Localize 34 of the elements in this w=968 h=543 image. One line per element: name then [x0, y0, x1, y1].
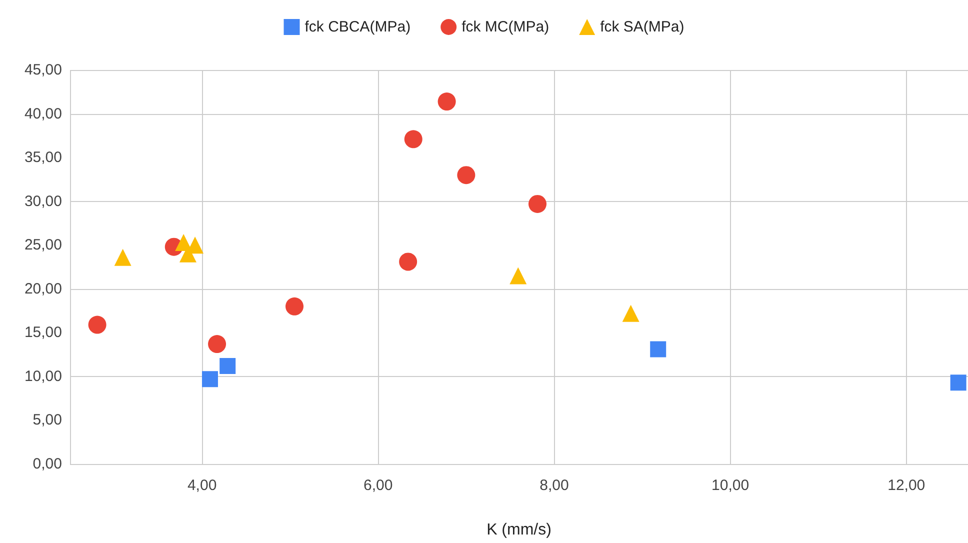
- y-tick-label: 15,00: [24, 324, 62, 342]
- point: [399, 252, 418, 271]
- point: [950, 374, 966, 391]
- legend-label: fck CBCA(MPa): [304, 18, 411, 36]
- y-tick-label: 5,00: [32, 412, 62, 429]
- point: [220, 358, 236, 374]
- x-axis-title: K (mm/s): [486, 522, 552, 538]
- point: [528, 194, 546, 213]
- y-tick-label: 20,00: [24, 280, 62, 298]
- point: [208, 335, 226, 354]
- x-tick-label: 6,00: [364, 477, 393, 494]
- y-tick-label: 0,00: [32, 456, 62, 472]
- y-tick-label: 45,00: [24, 62, 62, 78]
- x-tick-label: 4,00: [187, 477, 217, 494]
- point: [650, 341, 666, 358]
- point: [404, 130, 422, 148]
- x-tick-label: 12,00: [888, 477, 926, 494]
- point: [510, 267, 527, 284]
- point: [114, 248, 132, 266]
- legend-label: fck MC(MPa): [462, 18, 550, 36]
- point: [202, 371, 218, 388]
- point: [457, 166, 476, 184]
- y-tick-label: 35,00: [24, 149, 62, 166]
- y-tick-label: 40,00: [24, 105, 62, 122]
- point: [88, 316, 106, 334]
- point: [286, 297, 304, 316]
- x-tick-label: 10,00: [712, 477, 750, 494]
- legend-label: fck SA(MPa): [600, 18, 684, 36]
- y-tick-label: 30,00: [24, 192, 62, 210]
- y-tick-label: 10,00: [24, 368, 62, 385]
- point: [622, 304, 640, 322]
- point: [438, 92, 456, 111]
- y-tick-label: 25,00: [24, 236, 62, 254]
- x-tick-label: 8,00: [540, 477, 569, 494]
